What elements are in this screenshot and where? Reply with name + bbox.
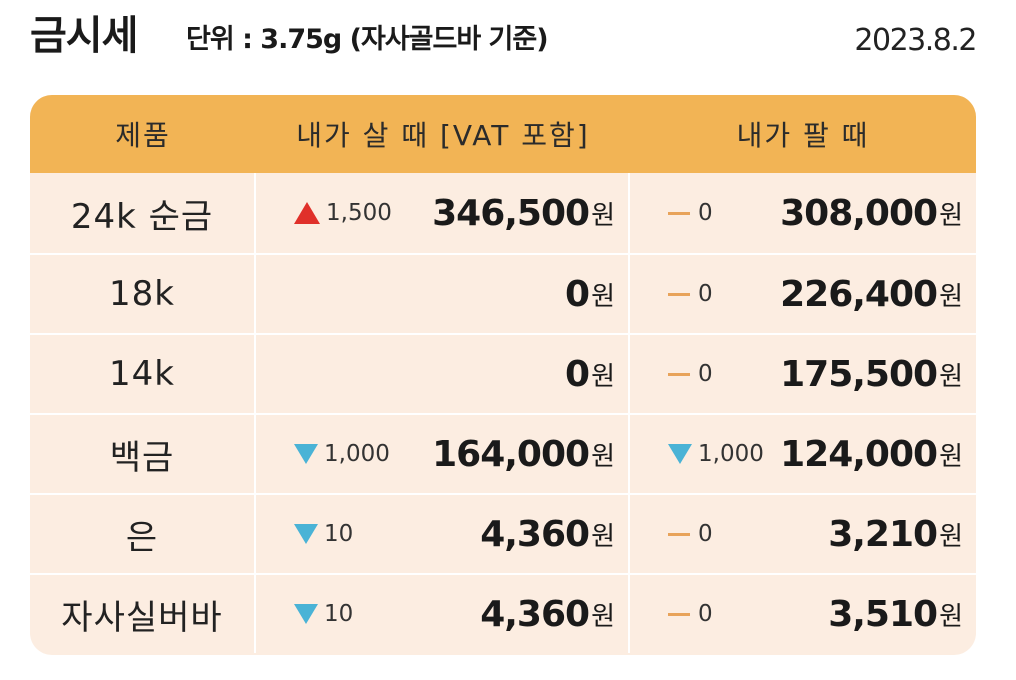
sell-price-value: 3,210	[828, 513, 938, 555]
sell-change: 0	[668, 495, 713, 573]
triangle-down-icon	[294, 524, 318, 544]
sell-change: 0	[668, 335, 713, 413]
sell-change-value: 1,000	[698, 441, 764, 467]
currency-unit: 원	[939, 601, 963, 632]
page-title: 금시세	[30, 13, 138, 59]
sell-change: 0	[668, 575, 713, 653]
sell-change: 1,000	[668, 415, 764, 493]
product-name: 자사실버바	[30, 575, 256, 653]
table-row: 14k 0 원 0 175,500 원	[30, 333, 976, 413]
sell-change-value: 0	[698, 521, 713, 547]
sell-price: 226,400 원	[780, 255, 963, 333]
column-header-sell: 내가 팔 때	[736, 119, 870, 152]
buy-price: 164,000 원	[432, 415, 615, 493]
buy-price-value: 164,000	[432, 433, 590, 475]
currency-unit: 원	[939, 441, 963, 472]
currency-unit: 원	[939, 521, 963, 552]
sell-change-value: 0	[698, 200, 713, 226]
table-row: 18k 0 원 0 226,400 원	[30, 253, 976, 333]
sell-change: 0	[668, 255, 713, 333]
sell-price-value: 3,510	[828, 593, 938, 635]
price-date: 2023.8.2	[854, 23, 977, 58]
dash-icon	[668, 532, 690, 536]
sell-cell: 0 3,210 원	[630, 495, 976, 573]
buy-cell: 1,500 346,500 원	[256, 173, 630, 253]
buy-change-value: 1,000	[324, 441, 390, 467]
sell-price: 175,500 원	[780, 335, 963, 413]
currency-unit: 원	[939, 361, 963, 392]
buy-price: 346,500 원	[432, 173, 615, 253]
table-row: 자사실버바 10 4,360 원 0 3,510 원	[30, 573, 976, 653]
sell-price-value: 226,400	[780, 273, 938, 315]
buy-change-value: 10	[324, 601, 354, 627]
sell-cell: 0 226,400 원	[630, 255, 976, 333]
buy-price-value: 0	[565, 353, 590, 395]
currency-unit: 원	[939, 200, 963, 231]
triangle-down-icon	[294, 604, 318, 624]
buy-price-value: 0	[565, 273, 590, 315]
sell-price: 3,510 원	[828, 575, 963, 653]
column-header-product: 제품	[115, 119, 171, 152]
currency-unit: 원	[591, 361, 615, 392]
buy-change-value: 1,500	[326, 200, 392, 226]
dash-icon	[668, 292, 690, 296]
buy-change: 10	[294, 575, 353, 653]
buy-cell: 1,000 164,000 원	[256, 415, 630, 493]
currency-unit: 원	[591, 601, 615, 632]
product-name: 은	[30, 495, 256, 573]
buy-price-value: 4,360	[480, 513, 590, 555]
buy-cell: 10 4,360 원	[256, 495, 630, 573]
table-header: 제품 내가 살 때 [VAT 포함] 내가 팔 때	[30, 95, 976, 173]
buy-change: 10	[294, 495, 353, 573]
buy-change-value: 10	[324, 521, 354, 547]
sell-change-value: 0	[698, 361, 713, 387]
table-row: 백금 1,000 164,000 원 1,000 124,000 원	[30, 413, 976, 493]
currency-unit: 원	[591, 200, 615, 231]
gold-price-table: 제품 내가 살 때 [VAT 포함] 내가 팔 때 24k 순금 1,500 346…	[30, 95, 976, 655]
triangle-up-icon	[294, 202, 320, 224]
product-name: 14k	[30, 335, 256, 413]
sell-price-value: 124,000	[780, 433, 938, 475]
product-name: 백금	[30, 415, 256, 493]
currency-unit: 원	[591, 281, 615, 312]
sell-cell: 0 308,000 원	[630, 173, 976, 253]
currency-unit: 원	[591, 441, 615, 472]
buy-price: 4,360 원	[480, 495, 615, 573]
sell-change-value: 0	[698, 601, 713, 627]
buy-price-value: 346,500	[432, 192, 590, 234]
table-row: 은 10 4,360 원 0 3,210 원	[30, 493, 976, 573]
table-body: 24k 순금 1,500 346,500 원 0 308,000 원 18k 0 원 0 226,40…	[30, 173, 976, 653]
table-row: 24k 순금 1,500 346,500 원 0 308,000 원	[30, 173, 976, 253]
sell-cell: 1,000 124,000 원	[630, 415, 976, 493]
currency-unit: 원	[591, 521, 615, 552]
buy-cell: 10 4,360 원	[256, 575, 630, 653]
triangle-down-icon	[294, 444, 318, 464]
sell-change-value: 0	[698, 281, 713, 307]
sell-price: 308,000 원	[780, 173, 963, 253]
buy-change: 1,000	[294, 415, 390, 493]
sell-price-value: 175,500	[780, 353, 938, 395]
sell-cell: 0 175,500 원	[630, 335, 976, 413]
dash-icon	[668, 372, 690, 376]
dash-icon	[668, 612, 690, 616]
unit-label: 단위 : 3.75g (자사골드바 기준)	[186, 24, 549, 55]
buy-change: 1,500	[294, 173, 392, 253]
dash-icon	[668, 211, 690, 215]
currency-unit: 원	[939, 281, 963, 312]
sell-change: 0	[668, 173, 713, 253]
triangle-down-icon	[668, 444, 692, 464]
sell-price: 3,210 원	[828, 495, 963, 573]
buy-price: 4,360 원	[480, 575, 615, 653]
column-header-buy: 내가 살 때 [VAT 포함]	[296, 119, 590, 152]
sell-price: 124,000 원	[780, 415, 963, 493]
buy-price-value: 4,360	[480, 593, 590, 635]
product-name: 24k 순금	[30, 173, 256, 253]
sell-cell: 0 3,510 원	[630, 575, 976, 653]
product-name: 18k	[30, 255, 256, 333]
sell-price-value: 308,000	[780, 192, 938, 234]
